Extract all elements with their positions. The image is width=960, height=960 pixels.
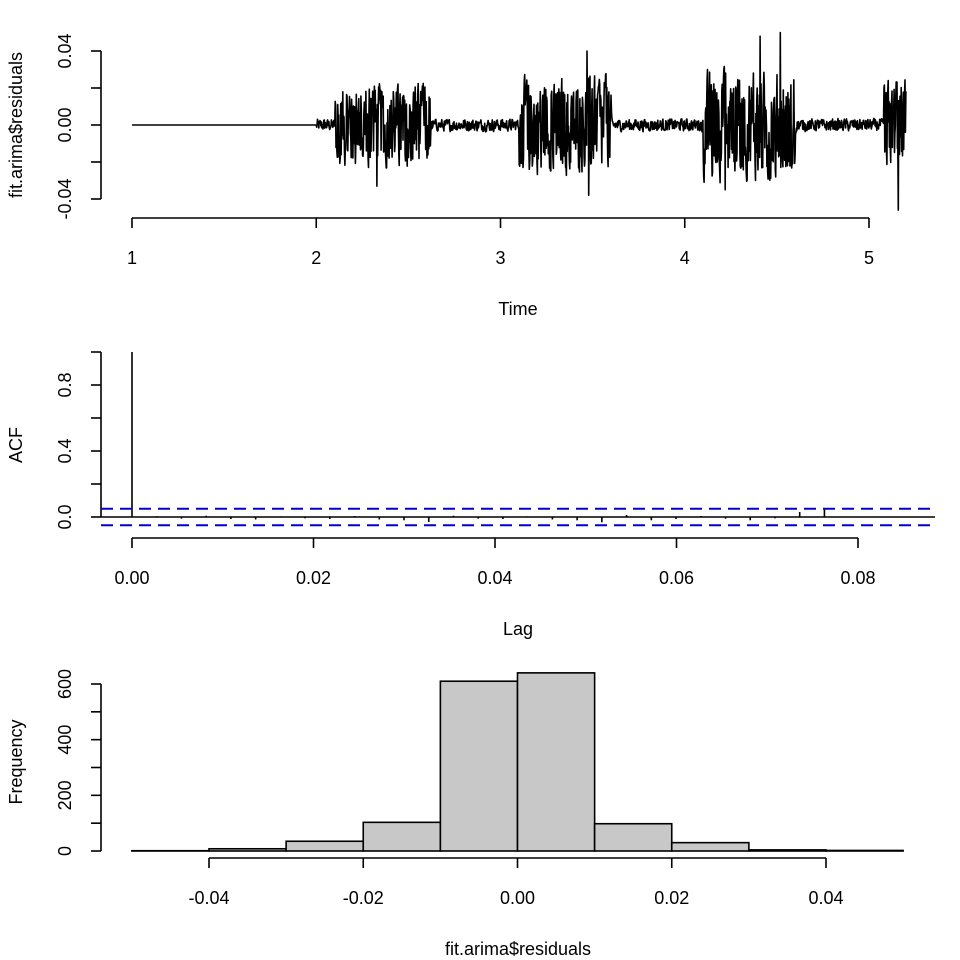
p3-y-tick-label: 600: [55, 669, 75, 699]
p3-y-tick-label: 400: [55, 725, 75, 755]
p3-x-axis-label: fit.arima$residuals: [445, 939, 591, 959]
p3-y-tick-label: 200: [55, 780, 75, 810]
acf-panel: 0.00 0.02 0.04 0.06 0.08 0.0 0.4 0.8 Lag ACF: [6, 351, 935, 639]
p2-y-tick-label: 0.4: [55, 438, 75, 463]
p1-x-tick-label: 5: [864, 248, 874, 268]
p3-x-tick-label: 0.04: [808, 888, 843, 908]
histogram-bar: [439, 680, 519, 852]
p2-x-tick-label: 0.08: [840, 568, 875, 588]
p1-x-tick-label: 1: [127, 248, 137, 268]
p2-y-tick-label: 0.0: [55, 504, 75, 529]
histogram-bar: [285, 840, 365, 852]
p2-y-axis-label: ACF: [6, 427, 26, 463]
p3-y-axis-label: Frequency: [6, 719, 26, 804]
p1-x-axis-label: Time: [498, 299, 537, 319]
residuals-time-series-panel: 1 2 3 4 5 -0.04 0.00 0.04 Time fit.arima$resid…: [6, 31, 907, 319]
p1-x-tick-label: 3: [495, 248, 505, 268]
residuals-line: [315, 31, 907, 211]
p2-x-tick-label: 0.02: [296, 568, 331, 588]
histogram-bar: [208, 847, 287, 852]
p1-x-tick-label: 2: [311, 248, 321, 268]
p1-x-tick-label: 4: [680, 248, 690, 268]
histogram-bar: [362, 821, 442, 852]
p2-x-tick-label: 0.00: [114, 568, 149, 588]
p1-y-tick-label: -0.04: [55, 178, 75, 219]
p1-y-tick-label: 0.00: [55, 107, 75, 142]
histogram-bar: [516, 672, 596, 852]
p3-x-tick-label: -0.04: [188, 888, 229, 908]
p1-y-axis-label: fit.arima$residuals: [6, 52, 26, 198]
p3-x-tick-label: -0.02: [343, 888, 384, 908]
p3-x-tick-label: 0.00: [500, 888, 535, 908]
histogram-bar: [670, 841, 750, 852]
p2-x-axis-label: Lag: [503, 619, 533, 639]
histogram-bar: [825, 849, 904, 852]
histogram-bar: [593, 822, 673, 852]
p3-y-tick-label: 0: [55, 846, 75, 856]
p2-x-tick-label: 0.04: [477, 568, 512, 588]
p2-y-tick-label: 0.8: [55, 372, 75, 397]
residuals-histogram-panel: -0.04 -0.02 0.00 0.02 0.04 0 200 400 600 fit.ar…: [6, 669, 904, 959]
p1-y-tick-label: 0.04: [55, 33, 75, 68]
p2-x-tick-label: 0.06: [659, 568, 694, 588]
p3-x-tick-label: 0.02: [654, 888, 689, 908]
histogram-bar: [748, 849, 827, 852]
